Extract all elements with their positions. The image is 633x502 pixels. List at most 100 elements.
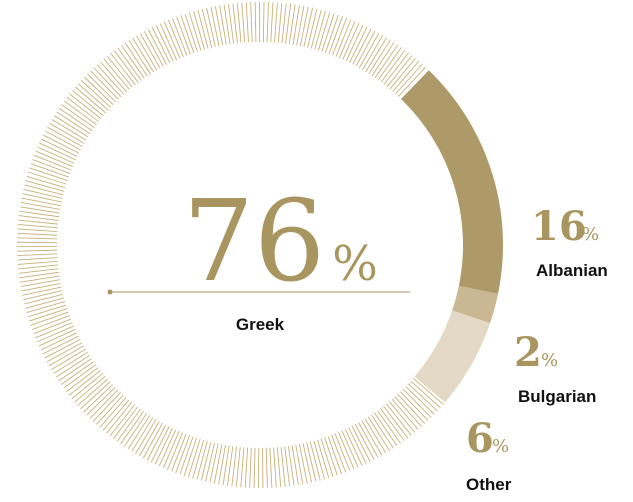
greek-hatch-line (354, 424, 375, 460)
greek-hatch-line (371, 42, 395, 76)
greek-hatch-line (284, 446, 291, 487)
greek-hatch-line (370, 414, 394, 449)
greek-hatch-line (60, 361, 95, 385)
greek-hatch-line (296, 5, 305, 46)
greek-hatch-line (218, 444, 226, 485)
greek-hatch-line (17, 257, 58, 261)
greek-hatch-line (128, 40, 151, 75)
greek-hatch-line (66, 367, 99, 393)
greek-hatch-line (352, 28, 372, 65)
greek-hatch-line (23, 188, 63, 199)
greek-hatch-line (317, 12, 331, 51)
greek-hatch-line (44, 338, 81, 359)
greek-hatch-line (30, 163, 69, 178)
greek-hatch-line (210, 6, 220, 47)
greek-hatch-line (196, 440, 208, 480)
greek-hatch-line (265, 447, 268, 488)
greek-hatch-line (377, 47, 402, 81)
greek-hatch-line (159, 23, 178, 61)
greek-hatch-line (116, 408, 141, 442)
greek-hatch-line (102, 399, 130, 431)
greek-hatch-line (342, 22, 360, 60)
greek-hatch-line (287, 445, 295, 486)
greek-hatch-line (320, 438, 334, 477)
greek-hatch-line (83, 384, 113, 413)
greek-hatch-line (240, 447, 245, 488)
greek-hatch-line (75, 86, 107, 114)
greek-hatch-line (64, 100, 97, 126)
greek-hatch-line (40, 332, 78, 351)
greek-hatch-line (172, 18, 188, 56)
greek-hatch-line (151, 27, 171, 64)
greek-hatch-line (222, 445, 230, 486)
greek-hatch-line (17, 224, 58, 229)
greek-hatch-line (201, 8, 213, 48)
greek-hatch-line (77, 378, 108, 406)
greek-hatch-line (405, 386, 435, 415)
greek-hatch-line (397, 393, 426, 424)
greek-unit: % (332, 236, 378, 292)
greek-hatch-line (281, 3, 287, 44)
greek-hatch-line (262, 2, 265, 43)
greek-hatch-line (374, 412, 398, 446)
greek-hatch-line (43, 134, 80, 154)
greek-hatch-line (383, 405, 409, 439)
greek-hatch-line (69, 93, 102, 120)
greek-hatch-line (331, 434, 347, 473)
greek-hatch-line (187, 438, 201, 478)
greek-hatch-line (33, 318, 72, 335)
greek-hatch-line (192, 439, 205, 479)
greek-hatch-line (131, 417, 154, 452)
greek-hatch-line (236, 3, 242, 43)
greek-hatch-line (241, 2, 246, 43)
bulgarian-unit: % (541, 350, 558, 371)
greek-hatch-line (24, 293, 64, 305)
greek-hatch-line (324, 437, 338, 476)
greek-hatch-line (25, 297, 65, 309)
albanian-unit: % (582, 224, 599, 245)
greek-hatch-line (154, 427, 173, 465)
greek-hatch-line (214, 6, 224, 46)
greek-hatch-line (193, 11, 205, 50)
greek-hatch-line (331, 17, 348, 56)
greek-hatch-line (163, 21, 181, 59)
greek-hatch-line (175, 435, 190, 474)
greek-hatch-line (288, 4, 296, 45)
greek-hatch-line (68, 370, 101, 396)
greek-hatch-line (56, 111, 91, 135)
greek-hatch-line (410, 380, 441, 409)
greek-hatch-line (35, 322, 73, 339)
greek-hatch-line (99, 397, 127, 428)
greek-hatch-line (183, 437, 198, 476)
greek-hatch-line (250, 2, 253, 43)
greek-hatch-line (86, 386, 116, 416)
greek-hatch-line (314, 10, 326, 50)
greek-hatch-line (22, 286, 62, 296)
greek-hatch-line (358, 422, 379, 458)
bulgarian-label: Bulgarian (518, 387, 596, 406)
greek-hatch-line (19, 210, 60, 218)
greek-hatch-line (245, 2, 249, 43)
greek-hatch-line (127, 415, 151, 450)
greek-hatch-line (147, 29, 167, 65)
greek-hatch-line (58, 107, 93, 132)
greek-hatch-line (95, 394, 124, 425)
greek-hatch-line (139, 33, 161, 69)
greek-hatch-line (402, 388, 432, 418)
greek-hatch-line (213, 444, 223, 484)
greek-hatch-line (17, 249, 58, 252)
greek-hatch-line (66, 97, 100, 123)
greek-hatch-line (33, 154, 72, 171)
greek-hatch-line (17, 260, 58, 265)
greek-hatch-line (179, 436, 194, 475)
greek-hatch-line (226, 446, 234, 486)
greek-hatch-line (383, 52, 409, 85)
greek-hatch-line (335, 19, 352, 57)
greek-hatch-line (19, 206, 60, 214)
greek-hatch-line (380, 408, 405, 441)
greek-hatch-line (362, 35, 384, 71)
bulgarian-slice (452, 285, 499, 324)
greek-hatch-line (18, 264, 59, 270)
greek-hatch-line (367, 416, 390, 451)
